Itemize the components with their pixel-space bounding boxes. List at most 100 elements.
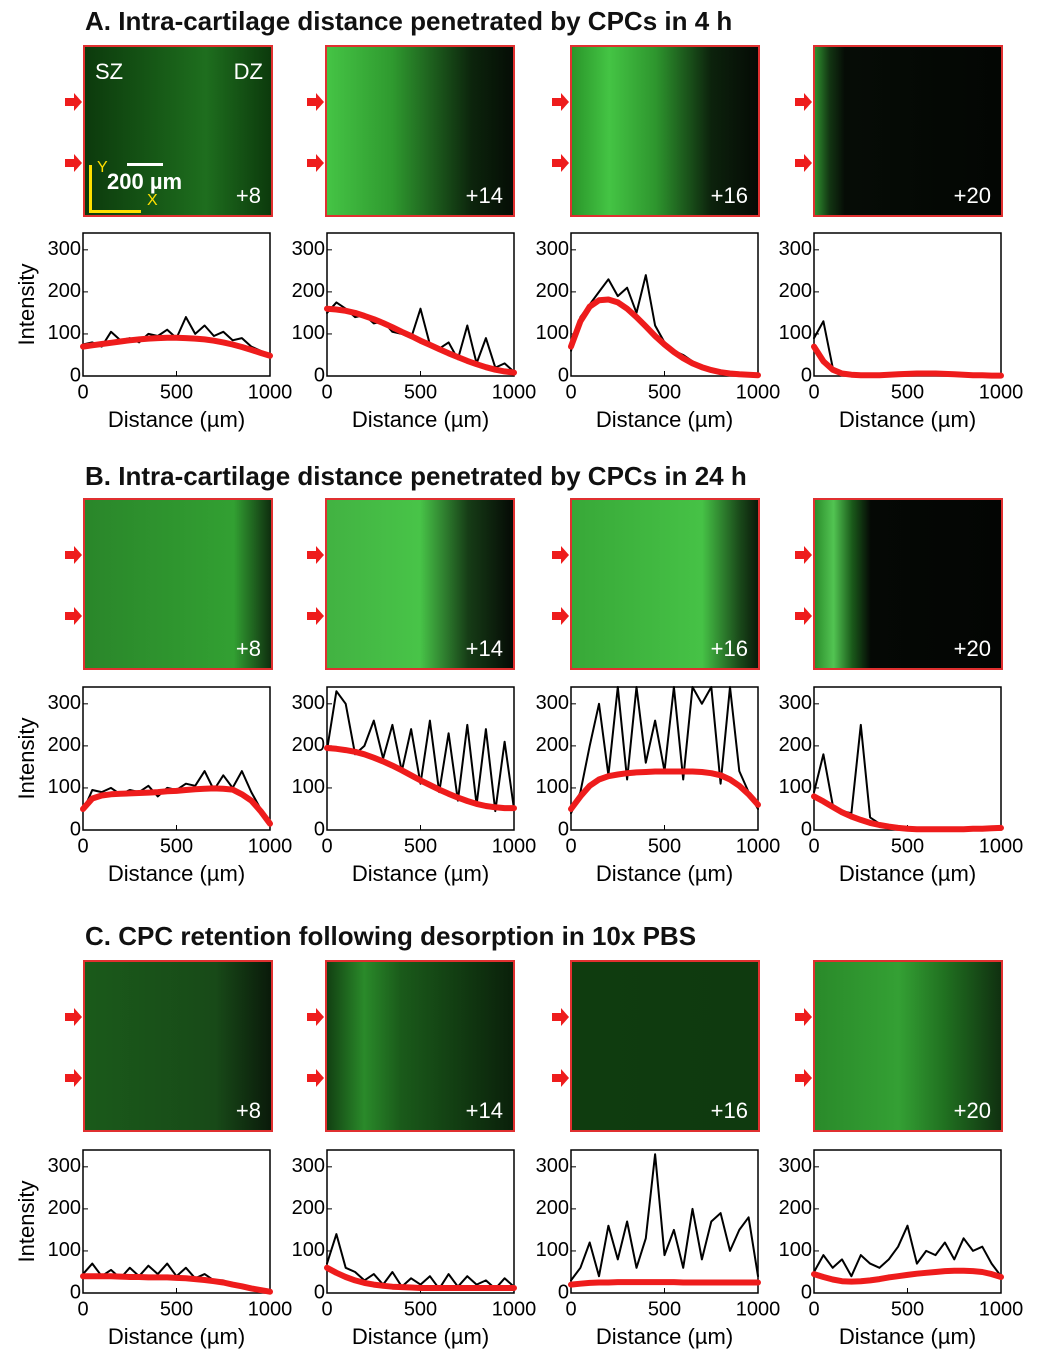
- fit-line: [568, 1279, 761, 1288]
- fit-line: [811, 793, 1004, 833]
- plot-frame: [813, 686, 1002, 831]
- x-tick-label: 1000: [736, 835, 781, 857]
- x-axis-label: Distance (µm): [352, 407, 489, 432]
- x-tick-label: 500: [160, 835, 193, 857]
- x-axis-label: Distance (µm): [108, 861, 245, 886]
- y-tick-label: 300: [536, 238, 569, 260]
- micrograph: +8: [83, 960, 273, 1132]
- x-tick-label: 0: [77, 835, 88, 857]
- x-tick-label: 1000: [736, 1298, 781, 1320]
- y-tick-label: 0: [558, 1281, 569, 1303]
- fit-line: [80, 334, 273, 359]
- red-arrow: [65, 154, 82, 172]
- x-axis-label: Distance (µm): [596, 861, 733, 886]
- y-tick-label: 300: [779, 1155, 812, 1177]
- x-tick-label: 500: [648, 381, 681, 403]
- x-tick-label: 1000: [248, 381, 293, 403]
- red-arrow: [307, 546, 324, 564]
- red-arrow: [795, 607, 812, 625]
- y-tick-label: 200: [779, 734, 812, 756]
- red-arrow: [552, 1069, 569, 1087]
- red-arrow: [552, 93, 569, 111]
- x-tick-label: 500: [404, 1298, 437, 1320]
- y-tick-label: 300: [779, 692, 812, 714]
- x-tick-label: 1000: [736, 381, 781, 403]
- red-arrow: [307, 607, 324, 625]
- red-arrow: [552, 1008, 569, 1026]
- micrograph: +16: [570, 960, 760, 1132]
- y-tick-label: 300: [292, 1155, 325, 1177]
- micrograph: +14: [325, 960, 515, 1132]
- raw-line: [326, 1233, 515, 1290]
- x-tick-label: 1000: [248, 835, 293, 857]
- micrograph: +14: [325, 498, 515, 670]
- y-tick-label: 300: [779, 238, 812, 260]
- red-arrow: [795, 93, 812, 111]
- y-tick-label: 200: [536, 734, 569, 756]
- micrograph: +16: [570, 45, 760, 217]
- y-tick-label: 0: [801, 818, 812, 840]
- plot-frame: [82, 686, 271, 831]
- red-arrow: [795, 546, 812, 564]
- x-tick-label: 0: [321, 835, 332, 857]
- y-tick-label: 0: [801, 1281, 812, 1303]
- x-tick-label: 500: [648, 1298, 681, 1320]
- plot-frame: [326, 1149, 515, 1294]
- red-arrow: [552, 607, 569, 625]
- y-tick-label: 0: [70, 364, 81, 386]
- x-axis-label: Distance (µm): [596, 407, 733, 432]
- scale-label: 200 µm: [107, 169, 183, 194]
- x-axis-label: Distance (µm): [352, 1324, 489, 1349]
- red-arrow: [307, 1008, 324, 1026]
- fit-line: [324, 745, 517, 812]
- axis-arrow: [89, 210, 141, 213]
- x-tick-label: 500: [160, 381, 193, 403]
- x-tick-label: 0: [808, 835, 819, 857]
- x-tick-label: 500: [404, 835, 437, 857]
- x-tick-label: 0: [321, 381, 332, 403]
- x-tick-label: 0: [565, 835, 576, 857]
- red-arrow: [65, 93, 82, 111]
- y-tick-label: 200: [536, 280, 569, 302]
- x-tick-label: 1000: [248, 1298, 293, 1320]
- x-tick-label: 0: [321, 1298, 332, 1320]
- x-axis-label: Distance (µm): [352, 861, 489, 886]
- red-arrow: [795, 154, 812, 172]
- zone-label: SZ: [95, 59, 124, 84]
- image-number: +16: [710, 183, 748, 208]
- micrograph: +16: [570, 498, 760, 670]
- y-axis-label: Intensity: [14, 264, 39, 346]
- axis-arrow: [89, 165, 92, 213]
- fit-line: [80, 1273, 273, 1295]
- y-tick-label: 0: [558, 364, 569, 386]
- fit-line: [568, 768, 761, 812]
- y-tick-label: 300: [536, 1155, 569, 1177]
- micrograph: +14: [325, 45, 515, 217]
- y-tick-label: 100: [779, 776, 812, 798]
- image-number: +20: [953, 636, 991, 661]
- image-number: +16: [710, 636, 748, 661]
- x-tick-label: 0: [77, 1298, 88, 1320]
- y-tick-label: 200: [779, 280, 812, 302]
- red-arrow: [307, 1069, 324, 1087]
- raw-line: [813, 1224, 1002, 1278]
- image-number: +20: [953, 183, 991, 208]
- y-tick-label: 100: [779, 322, 812, 344]
- y-tick-label: 100: [292, 322, 325, 344]
- image-number: +8: [235, 183, 261, 208]
- y-tick-label: 100: [779, 1239, 812, 1261]
- fit-line: [324, 305, 517, 376]
- y-tick-label: 300: [292, 238, 325, 260]
- micrograph: +20: [813, 498, 1003, 670]
- micrograph: +8: [83, 498, 273, 670]
- y-tick-label: 100: [292, 776, 325, 798]
- red-arrow: [65, 1008, 82, 1026]
- axis-label: Y: [97, 159, 108, 176]
- red-arrow: [65, 1069, 82, 1087]
- red-arrow: [307, 154, 324, 172]
- y-tick-label: 0: [314, 1281, 325, 1303]
- red-arrow: [795, 1069, 812, 1087]
- section-title: A. Intra-cartilage distance penetrated b…: [85, 6, 733, 36]
